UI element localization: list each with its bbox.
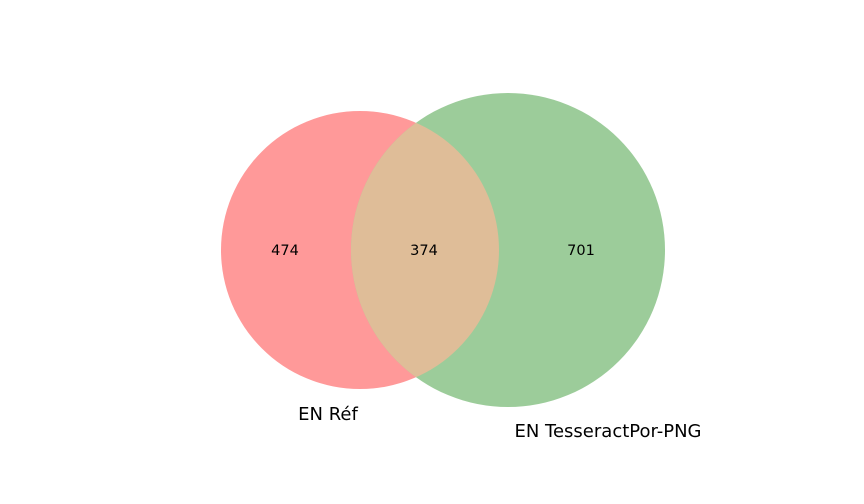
set-right-label: EN TesseractPor-PNG [514, 421, 701, 442]
left-only-count: 474 [271, 243, 299, 259]
right-only-count: 701 [567, 243, 595, 259]
set-left-label: EN Réf [298, 404, 358, 425]
intersection-region [351, 111, 499, 389]
intersection-count: 374 [410, 243, 438, 259]
